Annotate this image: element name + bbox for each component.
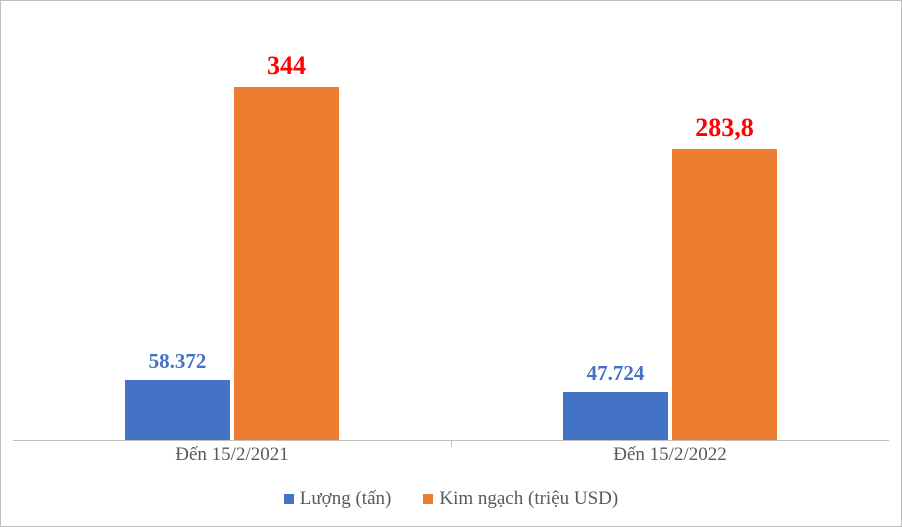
plot-area: 58.372344 47.724283,8 bbox=[13, 13, 889, 441]
x-axis-label: Đến 15/2/2021 bbox=[175, 444, 288, 466]
x-axis-label: Đến 15/2/2022 bbox=[613, 444, 726, 466]
bar-luong bbox=[563, 392, 668, 440]
bar-value-label: 344 bbox=[187, 51, 387, 81]
bar-group: 47.724283,8 bbox=[563, 13, 777, 440]
legend-swatch bbox=[284, 494, 294, 504]
x-axis-tick bbox=[451, 441, 452, 447]
legend-swatch bbox=[423, 494, 433, 504]
legend-label: Lượng (tấn) bbox=[300, 488, 392, 510]
bar-kimngach bbox=[672, 149, 777, 440]
legend: Lượng (tấn) Kim ngạch (triệu USD) bbox=[1, 484, 901, 514]
bar-kimngach bbox=[234, 87, 339, 440]
bar-luong bbox=[125, 380, 230, 440]
legend-label: Kim ngạch (triệu USD) bbox=[439, 488, 618, 510]
x-axis-labels: Đến 15/2/2021 Đến 15/2/2022 bbox=[13, 444, 889, 474]
legend-item: Kim ngạch (triệu USD) bbox=[423, 488, 618, 510]
bar-value-label: 283,8 bbox=[625, 113, 825, 143]
chart-container: 58.37234447.724283,8 Đến 15/2/2021Đến 15… bbox=[0, 0, 902, 527]
legend-item: Lượng (tấn) bbox=[284, 488, 392, 510]
bar-group: 58.372344 bbox=[125, 13, 339, 440]
